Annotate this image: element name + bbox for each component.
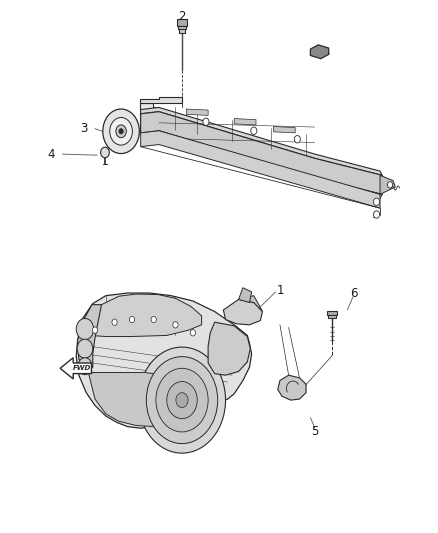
FancyBboxPatch shape (177, 19, 187, 26)
FancyBboxPatch shape (179, 28, 185, 33)
Polygon shape (86, 294, 201, 336)
Circle shape (167, 382, 197, 419)
Polygon shape (186, 109, 208, 115)
Circle shape (374, 211, 380, 218)
Polygon shape (141, 108, 382, 175)
Polygon shape (140, 97, 182, 103)
Text: 1: 1 (276, 284, 284, 297)
Circle shape (151, 317, 156, 322)
Circle shape (78, 358, 92, 375)
Circle shape (92, 327, 98, 333)
Polygon shape (88, 373, 180, 426)
Circle shape (176, 393, 188, 408)
Circle shape (110, 117, 132, 145)
Text: 6: 6 (350, 287, 358, 300)
Circle shape (190, 329, 195, 336)
Polygon shape (273, 126, 295, 133)
FancyBboxPatch shape (328, 314, 336, 318)
Polygon shape (311, 45, 328, 59)
Polygon shape (234, 118, 256, 125)
Text: 5: 5 (311, 425, 318, 439)
Circle shape (146, 357, 218, 443)
FancyBboxPatch shape (327, 311, 337, 316)
Polygon shape (76, 293, 252, 428)
Circle shape (203, 118, 209, 125)
Polygon shape (159, 131, 382, 199)
Circle shape (119, 128, 123, 134)
Circle shape (76, 318, 94, 340)
Polygon shape (278, 375, 306, 400)
Circle shape (112, 319, 117, 325)
Circle shape (103, 109, 139, 154)
Circle shape (251, 127, 257, 134)
Polygon shape (78, 305, 102, 367)
Text: 2: 2 (178, 10, 186, 23)
Circle shape (156, 368, 208, 432)
Text: FWD: FWD (73, 365, 91, 372)
Polygon shape (239, 288, 252, 303)
Circle shape (173, 321, 178, 328)
Circle shape (77, 339, 93, 358)
Polygon shape (208, 322, 251, 375)
Polygon shape (141, 112, 382, 195)
Polygon shape (141, 131, 380, 208)
Circle shape (101, 147, 110, 158)
Circle shape (294, 135, 300, 143)
FancyBboxPatch shape (178, 25, 186, 29)
Circle shape (129, 317, 134, 322)
Polygon shape (140, 103, 159, 130)
Text: 4: 4 (48, 148, 55, 160)
Polygon shape (223, 300, 262, 325)
Circle shape (388, 182, 392, 188)
Circle shape (138, 347, 226, 453)
Polygon shape (380, 175, 395, 195)
Text: 3: 3 (81, 122, 88, 135)
Polygon shape (239, 296, 262, 312)
Polygon shape (60, 358, 92, 379)
Circle shape (116, 125, 126, 138)
Circle shape (374, 198, 380, 206)
